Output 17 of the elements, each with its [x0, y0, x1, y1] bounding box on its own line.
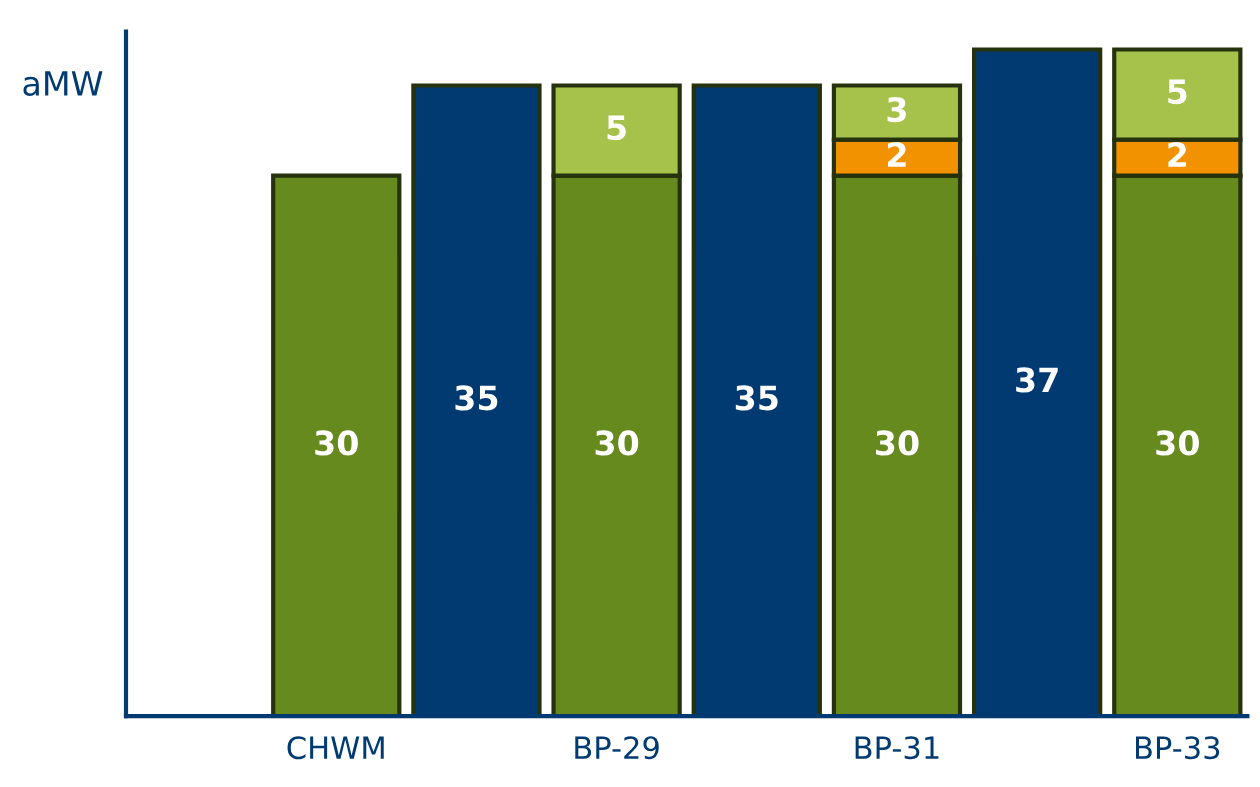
data-label: 2 [1168, 142, 1187, 167]
data-label: 30 [315, 430, 358, 456]
x-tick-label: BP-29 [575, 736, 659, 760]
data-label: 5 [607, 115, 626, 141]
data-label: 37 [1016, 367, 1058, 393]
data-label: 35 [455, 385, 498, 411]
x-tick-label: BP-33 [1136, 736, 1220, 760]
y-axis-title: aMW [23, 71, 103, 96]
data-label: 3 [887, 97, 906, 123]
data-label: 35 [735, 385, 778, 411]
data-label: 30 [595, 430, 639, 456]
x-tick-label: CHWM [287, 736, 384, 760]
x-tick-label: BP-31 [855, 736, 939, 760]
data-label: 2 [888, 142, 906, 167]
data-label: 30 [1156, 430, 1199, 456]
data-label: 5 [1168, 79, 1187, 105]
data-label: 30 [876, 430, 919, 456]
